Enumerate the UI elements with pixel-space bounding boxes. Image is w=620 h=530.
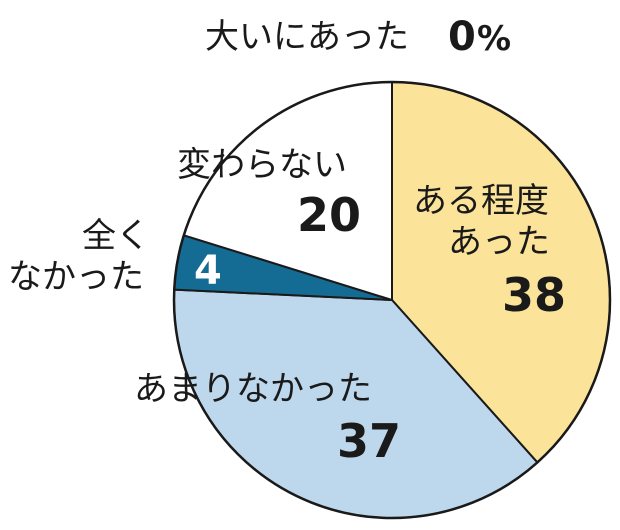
value-slice-0: 0 (448, 14, 476, 60)
label-slice-1-line-2: あった (448, 222, 550, 262)
value-slice-4: 20 (297, 188, 361, 242)
label-slice-2: あまりなかった (134, 369, 372, 409)
label-slice-0: 大いにあった (205, 17, 409, 57)
value-slice-2: 37 (337, 414, 401, 468)
label-slice-3-line-2: なかった (8, 257, 144, 297)
pie-slices (172, 80, 612, 520)
pie-outline (172, 80, 612, 520)
label-slice-3-line-1: 全く (82, 216, 150, 256)
value-slice-1: 38 (502, 268, 566, 322)
unit-label: % (477, 19, 511, 59)
label-slice-1-line-1: ある程度 (413, 181, 549, 221)
label-slice-4: 変わらない (177, 145, 347, 185)
value-slice-3: 4 (194, 248, 222, 294)
